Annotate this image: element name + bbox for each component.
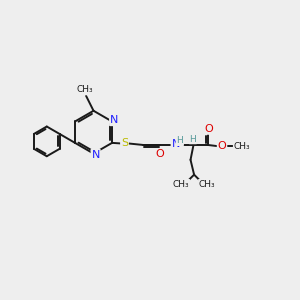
Text: N: N — [110, 115, 118, 125]
Text: O: O — [218, 141, 226, 152]
Text: H: H — [176, 136, 183, 145]
Text: CH₃: CH₃ — [199, 180, 215, 189]
Text: CH₃: CH₃ — [76, 85, 93, 94]
Text: O: O — [205, 124, 213, 134]
Text: N: N — [92, 150, 100, 160]
Text: CH₃: CH₃ — [173, 180, 189, 189]
Text: H: H — [190, 134, 196, 143]
Text: CH₃: CH₃ — [234, 142, 250, 151]
Text: N: N — [172, 139, 180, 149]
Text: S: S — [121, 139, 128, 148]
Text: O: O — [156, 149, 165, 159]
